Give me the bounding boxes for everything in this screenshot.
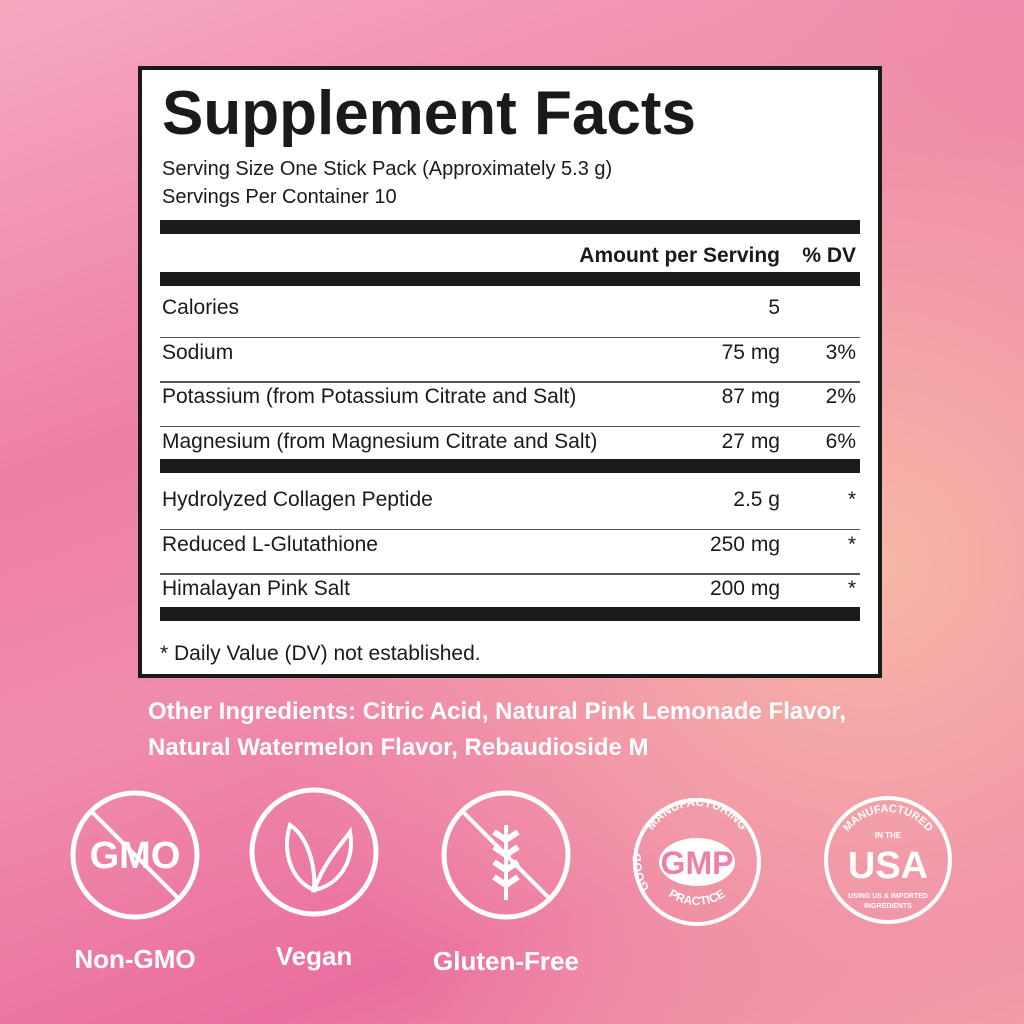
nutrient-name: Himalayan Pink Salt — [162, 577, 350, 600]
other-ingredients: Natural Watermelon Flavor, Rebaudioside … — [148, 734, 649, 761]
divider — [160, 606, 860, 621]
gmp-top: MANUFACTURING — [644, 795, 751, 833]
nutrient-amount: 250 mg — [709, 532, 780, 556]
dv-header: % DV — [802, 244, 856, 267]
usa-center: USA — [848, 845, 928, 887]
nutrient-name: Reduced L-Glutathione — [162, 532, 378, 556]
nutrient-amount: 87 mg — [721, 385, 780, 408]
nutrient-dv: * — [847, 488, 856, 511]
divider — [160, 220, 860, 234]
svg-text:MANUFACTURING: MANUFACTURING — [644, 795, 751, 833]
non-gmo-badge: GMO Non-GMO — [70, 790, 200, 974]
nutrient-dv: 3% — [825, 340, 856, 364]
vegan-badge: Vegan — [249, 787, 379, 971]
nutrient-dv: * — [847, 577, 856, 600]
nutrient-name: Calories — [162, 296, 240, 319]
title: Supplement Facts — [162, 79, 696, 148]
nutrient-name: Magnesium (from Magnesium Citrate and Sa… — [162, 429, 598, 453]
nutrient-amount: 27 mg — [721, 429, 780, 453]
svg-text:PRACTICE: PRACTICE — [667, 886, 728, 908]
divider — [160, 459, 860, 473]
usa-bottom: INGREDIENTS — [864, 903, 912, 910]
gluten-free-badge: Gluten-Free — [433, 790, 579, 976]
serving-size: Serving Size One Stick Pack (Approximate… — [162, 158, 613, 180]
servings-per-container: Servings Per Container 10 — [162, 186, 397, 208]
gmp-badge: GMP MANUFACTURING PRACTICE GOOD — [630, 795, 761, 926]
nutrient-name: Potassium (from Potassium Citrate and Sa… — [162, 385, 577, 408]
gmp-bottom: PRACTICE — [667, 886, 728, 908]
badge-label: Non-GMO — [74, 944, 195, 974]
gmo-icon-text: GMO — [90, 835, 181, 877]
nutrient-amount: 2.5 g — [733, 488, 780, 511]
row-divider — [160, 381, 860, 383]
badge-label: Gluten-Free — [433, 946, 579, 976]
badge-label: Vegan — [276, 941, 353, 971]
usa-badge: MANUFACTURED IN THE USA USING US & IMPOR… — [824, 796, 952, 924]
nutrient-dv: * — [847, 532, 856, 556]
nutrient-dv: 2% — [825, 385, 856, 408]
row-divider — [160, 425, 860, 427]
divider — [160, 272, 860, 286]
row-divider — [160, 528, 860, 530]
nutrient-name: Hydrolyzed Collagen Peptide — [162, 488, 433, 511]
row-divider — [160, 573, 860, 575]
nutrient-amount: 5 — [768, 296, 780, 319]
usa-bottom: USING US & IMPORTED — [848, 893, 928, 900]
nutrient-amount: 200 mg — [709, 577, 780, 600]
nutrient-dv: 6% — [825, 429, 856, 453]
supplement-facts-panel: Supplement Facts Serving Size One Stick … — [138, 66, 882, 678]
other-ingredients: Other Ingredients: Citric Acid, Natural … — [148, 698, 846, 725]
footnote: * Daily Value (DV) not established. — [160, 642, 481, 665]
amount-header: Amount per Serving — [579, 244, 780, 267]
row-divider — [160, 336, 860, 338]
gmp-center: GMP — [661, 845, 734, 881]
nutrient-name: Sodium — [162, 340, 234, 364]
gmp-left: GOOD — [630, 852, 652, 893]
svg-text:GOOD: GOOD — [630, 852, 652, 893]
nutrient-amount: 75 mg — [721, 340, 780, 364]
usa-small: IN THE — [875, 831, 902, 840]
